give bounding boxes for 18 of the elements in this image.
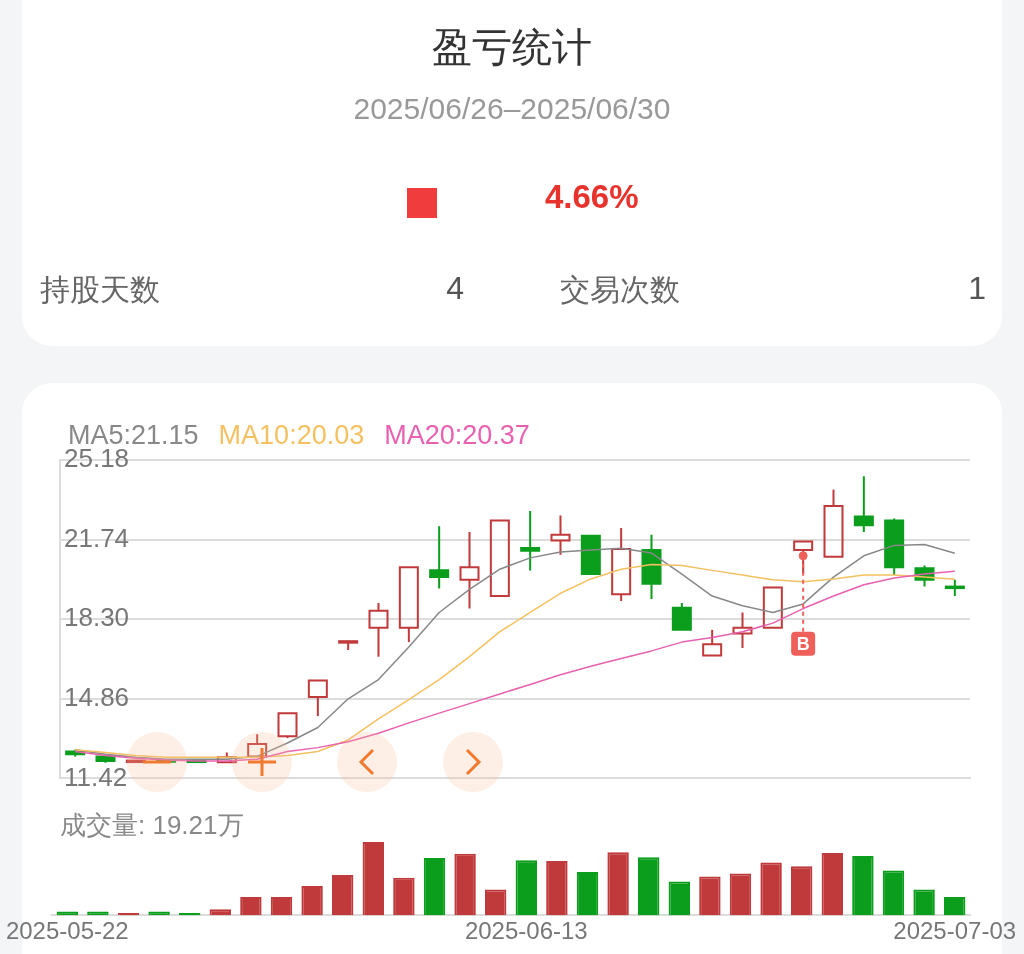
- x-tick-label: 2025-06-13: [464, 917, 588, 945]
- text: MA10:20.03: [218, 420, 365, 450]
- text: 4: [446, 270, 464, 307]
- y-tick-label: 14.86: [64, 681, 130, 712]
- chart-title: 成交量: 19.21万: [60, 809, 244, 842]
- y-tick-label: 18.30: [64, 602, 130, 633]
- text: 盈亏统计: [431, 24, 593, 71]
- text: 1: [968, 270, 986, 307]
- text: 交易次数: [560, 272, 680, 308]
- y-tick-label: 21.74: [64, 522, 130, 553]
- text: MA20:20.37: [384, 420, 530, 450]
- text: 持股天数: [40, 272, 160, 308]
- text: B: [796, 633, 810, 654]
- x-tick-label: 2025-05-22: [5, 917, 129, 945]
- text: 2025/06/26–2025/06/30: [352, 92, 672, 126]
- x-tick-label: 2025-07-03: [893, 917, 1017, 945]
- y-tick-label: 11.42: [64, 761, 128, 792]
- text: 4.66%: [545, 178, 639, 216]
